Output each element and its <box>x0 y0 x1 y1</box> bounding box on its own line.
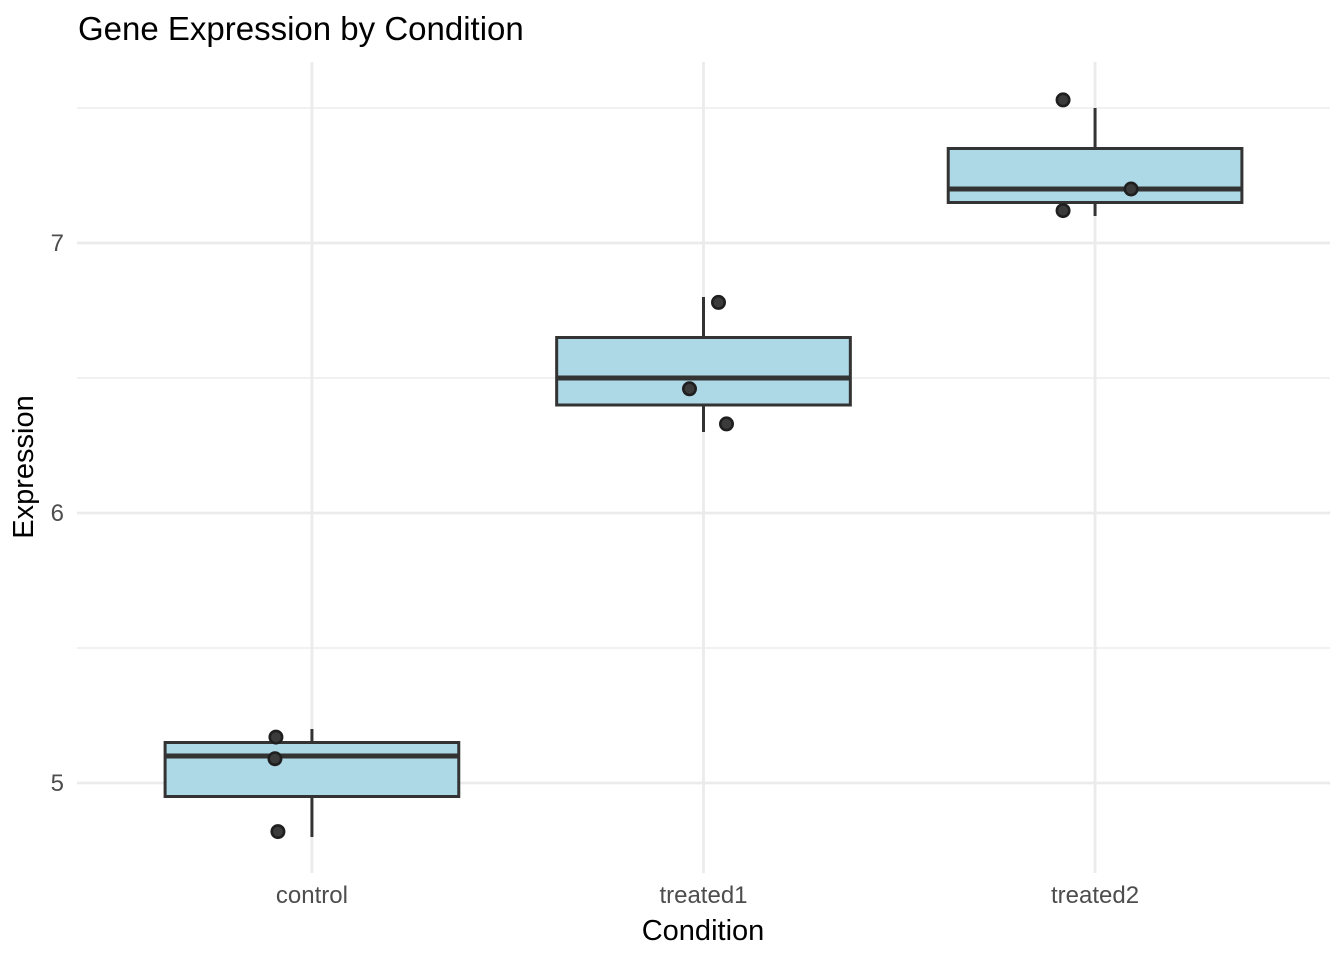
jitter-point-treated1-1 <box>681 381 697 397</box>
jitter-point-treated2-2 <box>1055 203 1071 219</box>
jitter-point-treated2-0 <box>1055 92 1071 108</box>
x-tick-label-treated2: treated2 <box>1051 882 1139 909</box>
jitter-point-control-2 <box>270 824 286 840</box>
jitter-point-control-1 <box>267 751 283 767</box>
x-tick-label-control: control <box>276 882 348 909</box>
box-layer <box>163 108 1244 837</box>
y-tick-label-6: 6 <box>51 500 64 527</box>
axis-tick-label-layer: 5 6 7 control treated1 treated2 <box>51 230 1139 909</box>
y-tick-label-7: 7 <box>51 230 64 257</box>
y-tick-label-5: 5 <box>51 770 64 797</box>
jitter-point-treated2-1 <box>1123 181 1139 197</box>
box-treated1 <box>555 336 852 407</box>
jitter-point-layer <box>267 92 1139 840</box>
box-control <box>163 741 461 798</box>
jitter-point-treated1-0 <box>710 294 726 310</box>
jitter-point-control-0 <box>268 729 284 745</box>
jitter-point-treated1-2 <box>718 416 734 432</box>
y-axis-title: Expression <box>8 395 40 538</box>
plot-title: Gene Expression by Condition <box>78 10 524 47</box>
x-axis-title: Condition <box>642 915 765 947</box>
x-tick-label-treated1: treated1 <box>659 882 747 909</box>
box-treated2 <box>946 147 1244 204</box>
